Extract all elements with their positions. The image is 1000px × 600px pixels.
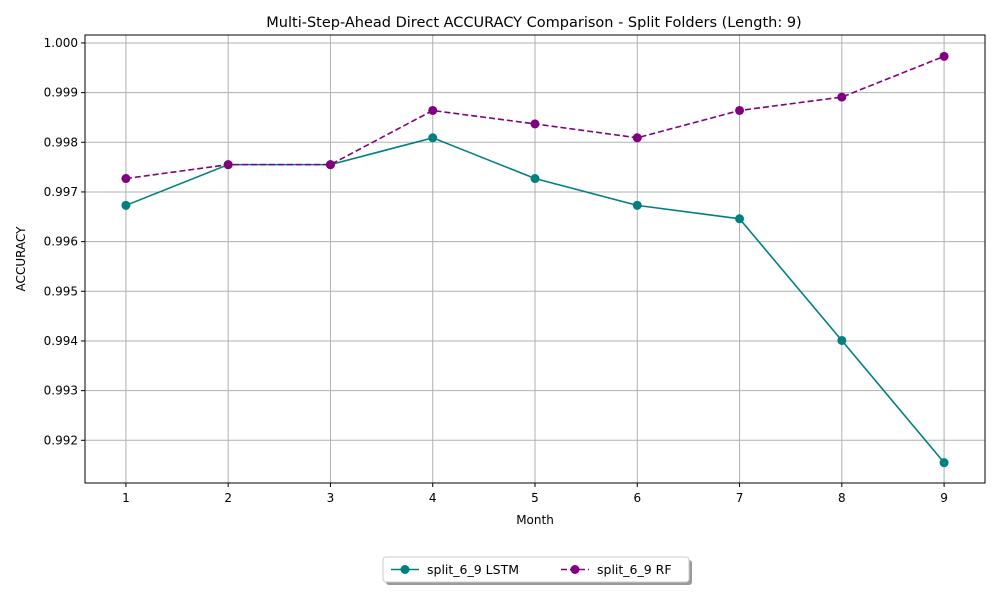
x-tick-label: 3 — [327, 491, 335, 505]
y-tick-label: 0.996 — [44, 235, 78, 249]
data-point — [428, 133, 438, 143]
x-tick-label: 1 — [122, 491, 130, 505]
legend-marker — [570, 565, 580, 574]
y-tick-label: 0.992 — [44, 433, 78, 447]
y-tick-label: 0.999 — [44, 86, 78, 100]
data-point — [530, 119, 540, 129]
y-tick-label: 0.998 — [44, 135, 78, 149]
data-point — [735, 105, 745, 115]
data-point — [632, 133, 642, 143]
x-tick-label: 2 — [224, 491, 232, 505]
y-tick-label: 1.000 — [44, 36, 78, 50]
chart-title: Multi-Step-Ahead Direct ACCURACY Compari… — [266, 15, 801, 31]
legend-box — [382, 556, 690, 583]
x-tick-label: 6 — [633, 491, 641, 505]
legend-marker — [400, 565, 410, 574]
axis-ticks: 1 2 3 4 5 6 7 8 9 0.992 0.993 0.994 0.995 0.996 0.997 0… — [44, 36, 948, 505]
data-point — [939, 458, 949, 468]
y-axis-label: ACCURACY — [14, 226, 28, 292]
y-tick-label: 0.997 — [44, 185, 78, 199]
x-tick-label: 5 — [531, 491, 539, 505]
data-point — [530, 174, 540, 184]
plot-series — [121, 51, 949, 468]
x-tick-label: 7 — [736, 491, 744, 505]
data-point — [428, 105, 438, 115]
y-tick-label: 0.993 — [44, 384, 78, 398]
legend-label: split_6_9 LSTM — [427, 562, 519, 577]
data-point — [632, 200, 642, 210]
x-tick-label: 8 — [838, 491, 846, 505]
y-tick-label: 0.994 — [44, 334, 78, 348]
x-tick-label: 4 — [429, 491, 437, 505]
data-point — [325, 160, 335, 170]
data-point — [837, 92, 847, 102]
legend-label: split_6_9 RF — [597, 562, 672, 577]
data-point — [121, 174, 131, 184]
y-tick-label: 0.995 — [44, 284, 78, 298]
data-point — [735, 214, 745, 224]
data-point — [837, 335, 847, 345]
x-tick-label: 9 — [940, 491, 948, 505]
legend: split_6_9 LSTM split_6_9 RF — [382, 556, 692, 585]
x-axis-label: Month — [516, 513, 554, 527]
series-rf — [121, 51, 949, 184]
grid — [85, 35, 985, 483]
data-point — [939, 51, 949, 61]
data-point — [223, 160, 233, 170]
data-point — [121, 200, 131, 210]
